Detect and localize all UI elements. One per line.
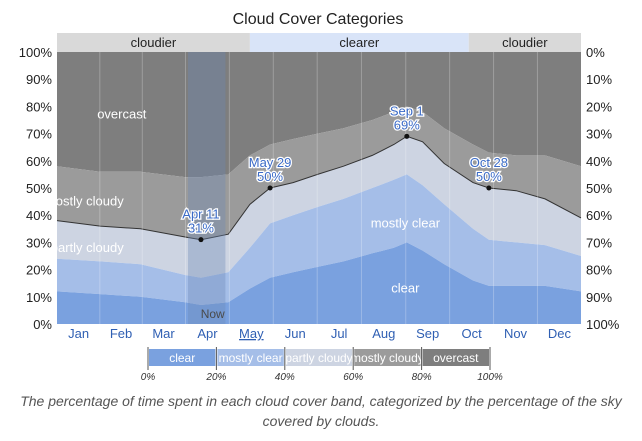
legend-swatch-clear [149, 349, 216, 366]
area-label-partly-cloudy: partly cloudy [51, 240, 124, 255]
area-partly-cloudy [57, 136, 581, 278]
band-clearer [249, 33, 469, 52]
y-tick-right: 20% [586, 99, 612, 114]
month-label-feb: Feb [110, 326, 132, 341]
band-cloudier [468, 33, 581, 52]
y-tick-right: 30% [586, 127, 612, 142]
legend-label-clear: clear [169, 351, 195, 365]
annotation-point [486, 185, 492, 191]
y-tick-left: 80% [26, 99, 52, 114]
legend-tick-label: 100% [477, 372, 503, 383]
y-tick-right: 50% [586, 181, 612, 196]
y-tick-left: 40% [26, 208, 52, 223]
area-label-mostly-clear: mostly clear [371, 215, 441, 230]
annotation-point [267, 185, 273, 191]
legend-swatch-overcast [422, 349, 489, 366]
band-label-cloudier: cloudier [131, 35, 177, 50]
legend-tick-label: 0% [141, 372, 156, 383]
band-label-cloudier: cloudier [502, 35, 548, 50]
y-tick-left: 0% [33, 317, 52, 332]
y-tick-left: 30% [26, 235, 52, 250]
legend-tick-label: 60% [343, 372, 363, 383]
legend-swatch-partly-cloudy [285, 349, 353, 366]
area-mostly-clear [57, 174, 581, 305]
annotation-date: Apr 11 [182, 207, 219, 222]
legend-swatch-mostly-cloudy [354, 349, 421, 366]
area-overcast [57, 52, 581, 178]
annotation-date: Oct 28 [470, 155, 508, 170]
month-label-jun: Jun [285, 326, 306, 341]
line-partly-cloudy-boundary [56, 135, 582, 241]
y-tick-left: 20% [26, 263, 52, 278]
month-label-nov: Nov [504, 326, 528, 341]
now-label: Now [201, 307, 225, 321]
month-label-apr: Apr [197, 326, 218, 341]
annotation-point [404, 133, 410, 139]
legend-swatch-mostly-clear [217, 349, 284, 366]
annotation-point [198, 237, 204, 243]
annotation-value: 31% [188, 221, 214, 236]
y-tick-right: 0% [586, 45, 605, 60]
chart-title: Cloud Cover Categories [233, 11, 404, 28]
area-label-overcast: overcast [97, 107, 147, 122]
y-tick-left: 10% [26, 290, 52, 305]
axes: 0% 10% 20% 30% 40% 50% 60% 70% 80% 90% 100% 100% 90%… [19, 45, 620, 341]
month-label-mar: Mar [152, 326, 175, 341]
y-tick-right: 10% [586, 72, 612, 87]
cloudier-clearer-band: cloudier clearer cloudier [57, 33, 581, 52]
annotation-value: 69% [394, 117, 420, 132]
y-tick-left: 60% [26, 154, 52, 169]
legend-tick-label: 20% [205, 372, 226, 383]
chart-caption: The percentage of time spent in each clo… [20, 393, 622, 429]
legend-label-partly-cloudy: partly cloudy [285, 351, 352, 365]
legend-tick-label: 40% [275, 372, 295, 383]
cloud-cover-chart: Cloud Cover Categories cloudier clearer cl… [19, 11, 620, 383]
y-tick-right: 90% [586, 290, 612, 305]
month-label-may: May [239, 326, 264, 341]
month-label-jan: Jan [68, 326, 89, 341]
band-label-clearer: clearer [339, 35, 379, 50]
month-label-dec: Dec [548, 326, 572, 341]
area-labels: overcast mostly cloudy partly cloudy mostly… [45, 107, 441, 296]
area-label-clear: clear [391, 281, 420, 296]
legend-label-mostly-clear: mostly clear [219, 351, 283, 365]
legend-tick-label: 80% [412, 372, 432, 383]
month-label-aug: Aug [372, 326, 395, 341]
legend-label-mostly-cloudy: mostly cloudy [351, 351, 424, 365]
legend-label-overcast: overcast [433, 351, 479, 365]
annotation-value: 50% [257, 169, 283, 184]
now-shade [188, 52, 226, 324]
y-tick-right: 100% [586, 317, 620, 332]
y-tick-right: 60% [586, 208, 612, 223]
y-tick-right: 70% [586, 235, 612, 250]
y-tick-right: 40% [586, 154, 612, 169]
annotation-value: 50% [476, 169, 502, 184]
y-tick-left: 100% [19, 45, 53, 60]
annotation-date: Sep 1 [390, 103, 424, 118]
area-mostly-cloudy [57, 106, 581, 240]
area-clear [57, 242, 581, 324]
y-tick-left: 50% [26, 181, 52, 196]
month-label-sep: Sep [416, 326, 439, 341]
y-tick-left: 70% [26, 127, 52, 142]
month-label-oct: Oct [461, 326, 482, 341]
month-label-jul: Jul [331, 326, 348, 341]
y-tick-left: 90% [26, 72, 52, 87]
stacked-area-plot: Now [56, 52, 582, 324]
area-label-mostly-cloudy: mostly cloudy [45, 194, 124, 209]
band-cloudier [57, 33, 250, 52]
y-tick-right: 80% [586, 263, 612, 278]
annotation-date: May 29 [249, 155, 292, 170]
